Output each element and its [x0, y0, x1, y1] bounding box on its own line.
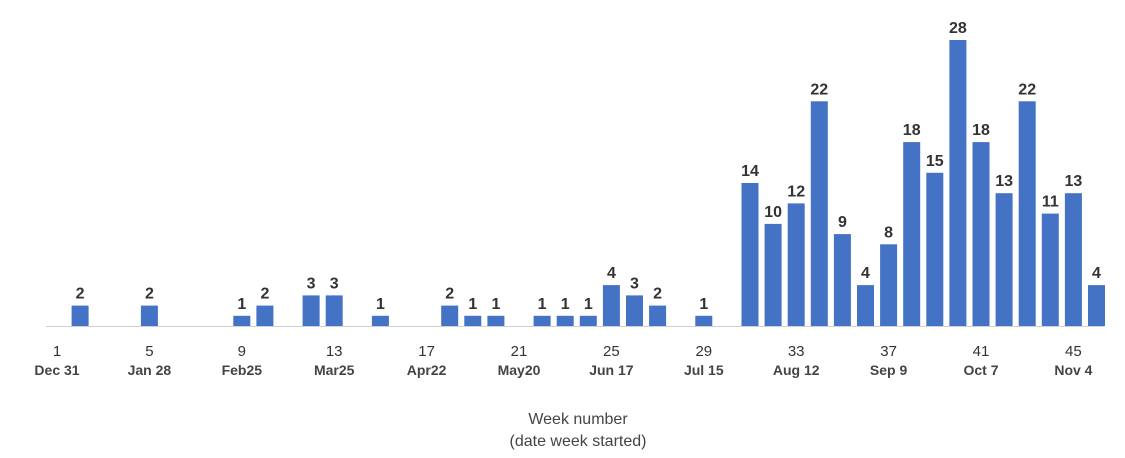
x-axis-title: Week number	[528, 411, 628, 428]
x-tick-date-week-1: Dec 31	[34, 362, 79, 378]
data-label-week-42: 13	[995, 173, 1013, 190]
data-label-week-44: 11	[1042, 194, 1059, 211]
data-label-week-39: 15	[926, 153, 944, 170]
data-label-week-40: 28	[949, 20, 967, 37]
bar-week-13	[325, 295, 343, 326]
data-label-week-9: 1	[237, 296, 246, 313]
x-tick-date-week-45: Nov 4	[1054, 362, 1092, 378]
data-label-week-24: 1	[584, 296, 593, 313]
x-tick-date-week-29: Jul 15	[684, 362, 724, 378]
bar-week-32	[764, 223, 782, 326]
data-label-week-5: 2	[145, 286, 154, 303]
data-label-week-43: 22	[1018, 81, 1036, 98]
bar-week-34	[810, 101, 828, 326]
x-tick-week-1: 1	[53, 343, 61, 360]
data-label-week-10: 2	[260, 286, 269, 303]
bar-week-38	[903, 142, 921, 326]
x-tick-date-week-41: Oct 7	[963, 362, 998, 378]
data-label-week-29: 1	[699, 296, 708, 313]
x-tick-date-week-37: Sep 9	[870, 362, 908, 378]
data-label-week-22: 1	[538, 296, 547, 313]
x-tick-date-week-21: May20	[498, 362, 541, 378]
x-tick-week-33: 33	[788, 343, 805, 360]
x-tick-week-37: 37	[880, 343, 897, 360]
data-label-week-25: 4	[607, 265, 616, 282]
data-label-week-45: 13	[1065, 173, 1083, 190]
bar-week-26	[626, 295, 643, 326]
data-label-week-19: 1	[468, 296, 477, 313]
bar-week-23	[556, 315, 574, 326]
data-label-week-13: 3	[330, 275, 339, 292]
data-label-week-23: 1	[561, 296, 570, 313]
data-label-week-20: 1	[491, 296, 500, 313]
bar-week-27	[649, 305, 667, 326]
bar-week-44	[1041, 213, 1059, 326]
bar-week-45	[1064, 193, 1082, 326]
data-label-week-37: 8	[884, 224, 893, 241]
x-tick-week-21: 21	[511, 343, 528, 360]
x-tick-week-17: 17	[418, 343, 435, 360]
bars-layer	[71, 40, 1105, 326]
x-tick-date-week-13: Mar25	[314, 362, 355, 378]
bar-week-35	[833, 234, 851, 326]
x-tick-date-week-9: Feb25	[222, 362, 263, 378]
x-tick-week-45: 45	[1065, 343, 1082, 360]
x-tick-week-41: 41	[973, 343, 990, 360]
bar-week-15	[371, 315, 389, 326]
bar-week-31	[741, 183, 759, 326]
bar-week-25	[602, 285, 620, 326]
data-label-week-46: 4	[1092, 265, 1101, 282]
bar-week-40	[949, 40, 967, 326]
bar-week-33	[787, 203, 805, 326]
data-label-week-38: 18	[903, 122, 921, 139]
x-tick-date-week-25: Jun 17	[589, 362, 634, 378]
data-label-week-27: 2	[653, 286, 662, 303]
data-label-week-35: 9	[838, 214, 847, 231]
bar-week-9	[233, 315, 251, 326]
bar-week-37	[880, 244, 898, 326]
bar-week-42	[995, 193, 1013, 326]
data-label-week-34: 22	[810, 81, 828, 98]
bar-week-24	[579, 315, 597, 326]
x-axis-subtitle: (date week started)	[510, 433, 647, 450]
data-label-week-26: 3	[630, 275, 639, 292]
bar-week-39	[926, 172, 944, 326]
bar-week-2	[71, 305, 89, 326]
x-tick-date-week-33: Aug 12	[773, 362, 820, 378]
data-label-week-12: 3	[307, 275, 316, 292]
x-tick-date-week-5: Jan 28	[128, 362, 172, 378]
bar-week-12	[302, 295, 320, 326]
bar-week-46	[1088, 285, 1105, 326]
data-label-week-2: 2	[76, 286, 85, 303]
data-label-week-41: 18	[972, 122, 990, 139]
bar-week-18	[441, 305, 459, 326]
bar-week-20	[487, 315, 505, 326]
x-tick-week-29: 29	[695, 343, 712, 360]
x-tick-week-9: 9	[238, 343, 246, 360]
x-tick-date-week-17: Apr22	[407, 362, 447, 378]
data-label-week-32: 10	[764, 204, 782, 221]
x-axis-ticks: 1 Dec 31 5 Jan 28 9 Feb25 13 Mar25 17 Apr22 21 May2…	[34, 343, 1092, 378]
data-label-week-36: 4	[861, 265, 870, 282]
data-label-week-31: 14	[741, 163, 759, 180]
bar-week-41	[972, 142, 990, 326]
bar-week-5	[140, 305, 158, 326]
bar-week-10	[256, 305, 274, 326]
data-label-week-15: 1	[376, 296, 385, 313]
bar-week-19	[464, 315, 482, 326]
bar-week-43	[1018, 101, 1036, 326]
bar-week-22	[533, 315, 551, 326]
data-label-week-33: 12	[787, 183, 805, 200]
data-label-week-18: 2	[445, 286, 454, 303]
bar-week-36	[857, 285, 874, 326]
x-tick-week-13: 13	[326, 343, 343, 360]
bar-week-29	[695, 315, 713, 326]
x-tick-week-5: 5	[145, 343, 153, 360]
x-tick-week-25: 25	[603, 343, 620, 360]
